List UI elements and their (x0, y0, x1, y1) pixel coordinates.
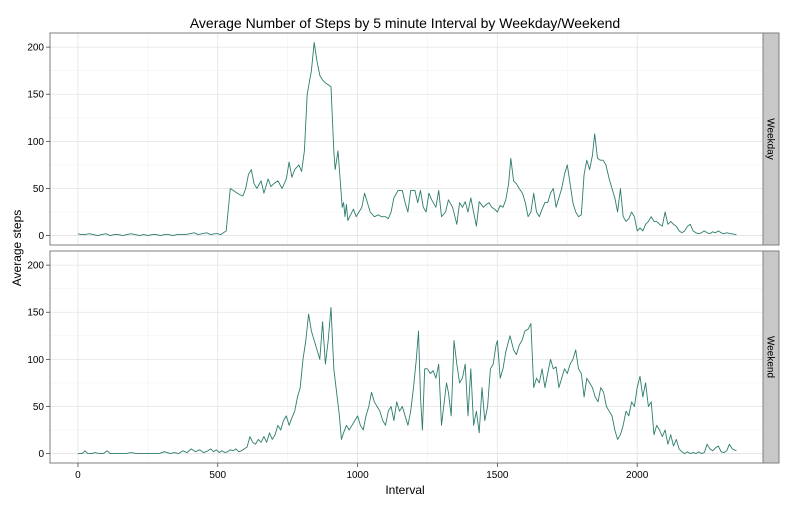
y-tick-label: 50 (33, 402, 45, 413)
x-tick-label: 0 (75, 470, 81, 481)
y-tick-label: 100 (27, 137, 44, 148)
facet-strip-label: Weekend (765, 336, 776, 378)
y-tick-label: 0 (38, 449, 44, 460)
facet-strip (762, 32, 780, 246)
x-tick-label: 2000 (626, 470, 649, 481)
facet-strip-label: Weekday (765, 118, 776, 160)
x-tick-label: 1000 (346, 470, 369, 481)
y-tick-label: 200 (27, 43, 44, 54)
chart-title: Average Number of Steps by 5 minute Inte… (190, 15, 620, 31)
facet-panel-weekday: 0 50 100 150 200 Weekday (27, 32, 780, 246)
facet-panel-weekend: 0 50 100 150 200 Weekend (27, 250, 780, 464)
x-tick-label: 1500 (486, 470, 509, 481)
y-tick-label: 50 (33, 184, 45, 195)
panel-background (50, 33, 763, 245)
x-tick-label: 500 (209, 470, 226, 481)
series-line-weekday (77, 41, 737, 237)
y-tick-label: 150 (27, 90, 44, 101)
x-axis-title: Interval (385, 483, 424, 497)
facet-panels: 0 50 100 150 200 Weekday 0 50 100 150 200 Weekend 0 5… (27, 32, 780, 481)
y-tick-label: 0 (38, 231, 44, 242)
y-tick-label: 200 (27, 261, 44, 272)
panel-background (50, 251, 763, 463)
facet-strip (762, 250, 780, 464)
y-tick-label: 100 (27, 355, 44, 366)
series-line-weekend (78, 307, 737, 455)
y-axis-title: Average steps (10, 210, 24, 287)
y-tick-label: 150 (27, 308, 44, 319)
